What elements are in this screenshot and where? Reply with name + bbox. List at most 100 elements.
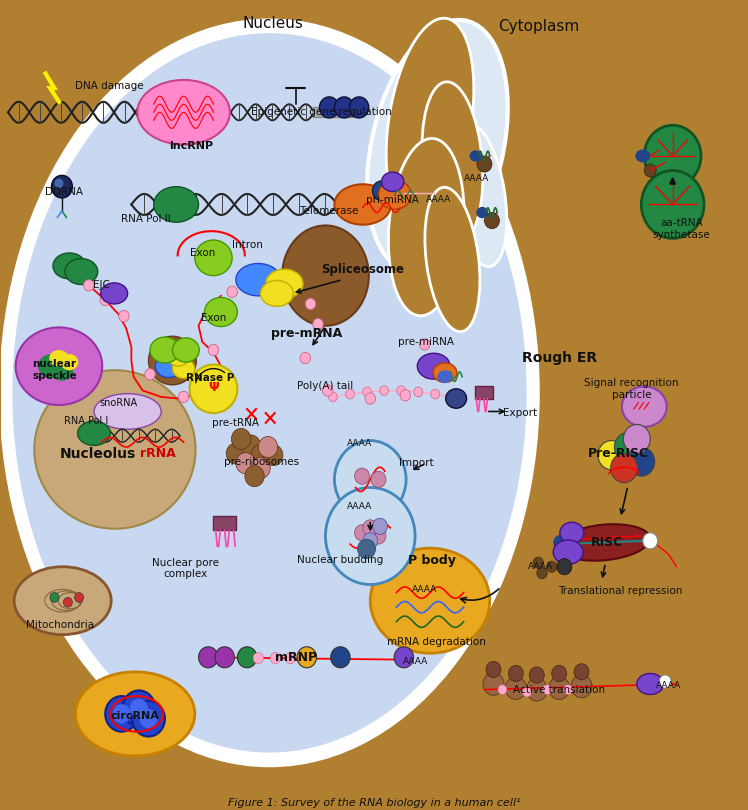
Ellipse shape bbox=[65, 258, 98, 284]
Circle shape bbox=[448, 392, 457, 402]
Ellipse shape bbox=[282, 225, 369, 326]
Text: AAAA: AAAA bbox=[346, 501, 372, 510]
Circle shape bbox=[355, 468, 370, 484]
Ellipse shape bbox=[173, 359, 194, 378]
Ellipse shape bbox=[554, 535, 571, 551]
Text: AAAA: AAAA bbox=[465, 174, 490, 183]
Ellipse shape bbox=[138, 80, 230, 145]
Text: Exon: Exon bbox=[201, 313, 226, 322]
Circle shape bbox=[414, 387, 423, 397]
Circle shape bbox=[297, 646, 316, 667]
Circle shape bbox=[363, 387, 372, 397]
Ellipse shape bbox=[266, 269, 303, 298]
Text: RISC: RISC bbox=[591, 536, 623, 549]
Ellipse shape bbox=[334, 184, 391, 224]
Circle shape bbox=[325, 488, 415, 585]
Circle shape bbox=[237, 646, 257, 667]
Ellipse shape bbox=[476, 207, 488, 218]
Circle shape bbox=[231, 428, 251, 450]
Ellipse shape bbox=[169, 350, 188, 366]
Circle shape bbox=[331, 646, 350, 667]
Text: pre-miRNA: pre-miRNA bbox=[398, 337, 454, 347]
Circle shape bbox=[263, 445, 283, 466]
Ellipse shape bbox=[78, 421, 111, 446]
Text: Cytoplasm: Cytoplasm bbox=[497, 19, 579, 34]
Circle shape bbox=[64, 598, 73, 608]
Circle shape bbox=[55, 178, 64, 188]
Text: Epigenetic gene regulation: Epigenetic gene regulation bbox=[251, 107, 392, 117]
Ellipse shape bbox=[558, 524, 650, 561]
Text: Ψ: Ψ bbox=[208, 381, 219, 394]
Circle shape bbox=[533, 557, 544, 569]
Circle shape bbox=[319, 97, 339, 118]
Ellipse shape bbox=[76, 671, 194, 756]
Circle shape bbox=[530, 667, 545, 683]
Text: Translational repression: Translational repression bbox=[558, 586, 683, 596]
Text: Active translation: Active translation bbox=[513, 684, 605, 695]
Text: Nuclear pore
complex: Nuclear pore complex bbox=[153, 557, 219, 579]
Polygon shape bbox=[46, 74, 59, 102]
Circle shape bbox=[113, 704, 131, 723]
Circle shape bbox=[506, 676, 527, 699]
Ellipse shape bbox=[94, 394, 162, 429]
Ellipse shape bbox=[38, 354, 65, 378]
Ellipse shape bbox=[156, 355, 182, 377]
Circle shape bbox=[420, 339, 430, 350]
Text: mRNA degradation: mRNA degradation bbox=[387, 637, 485, 647]
Circle shape bbox=[598, 441, 625, 470]
Circle shape bbox=[322, 385, 333, 396]
Text: pre-ribosomes: pre-ribosomes bbox=[224, 457, 299, 467]
Circle shape bbox=[547, 561, 557, 573]
Circle shape bbox=[355, 525, 370, 541]
Circle shape bbox=[236, 453, 255, 474]
Ellipse shape bbox=[388, 139, 464, 316]
Circle shape bbox=[215, 646, 234, 667]
Text: Exon: Exon bbox=[190, 248, 215, 258]
Ellipse shape bbox=[637, 673, 663, 694]
Circle shape bbox=[334, 441, 406, 518]
Text: RNA Pol II: RNA Pol II bbox=[121, 214, 171, 224]
Circle shape bbox=[145, 369, 156, 380]
Circle shape bbox=[363, 533, 378, 549]
Ellipse shape bbox=[635, 150, 650, 163]
Circle shape bbox=[644, 164, 656, 177]
Ellipse shape bbox=[194, 240, 232, 275]
Text: pre-mRNA: pre-mRNA bbox=[272, 327, 343, 340]
Circle shape bbox=[527, 678, 548, 701]
Ellipse shape bbox=[644, 126, 701, 186]
Ellipse shape bbox=[16, 327, 102, 405]
Ellipse shape bbox=[14, 567, 111, 635]
Circle shape bbox=[245, 466, 264, 487]
Circle shape bbox=[431, 390, 440, 399]
Ellipse shape bbox=[373, 181, 390, 200]
Ellipse shape bbox=[417, 353, 450, 379]
Circle shape bbox=[258, 437, 278, 458]
Circle shape bbox=[285, 652, 295, 663]
Circle shape bbox=[623, 424, 650, 454]
Circle shape bbox=[50, 593, 59, 603]
Circle shape bbox=[423, 367, 433, 378]
Ellipse shape bbox=[433, 363, 457, 382]
Text: RNA Pol I: RNA Pol I bbox=[64, 416, 108, 426]
Circle shape bbox=[226, 443, 245, 464]
Ellipse shape bbox=[622, 386, 666, 427]
Circle shape bbox=[574, 663, 589, 680]
Text: Telomerase: Telomerase bbox=[299, 206, 359, 216]
Text: DNA damage: DNA damage bbox=[75, 81, 144, 91]
Ellipse shape bbox=[53, 253, 86, 279]
Text: Export: Export bbox=[503, 408, 536, 418]
Ellipse shape bbox=[560, 522, 583, 544]
Circle shape bbox=[571, 675, 592, 697]
Text: AAAA: AAAA bbox=[528, 562, 553, 571]
Ellipse shape bbox=[386, 18, 473, 226]
Text: Intron: Intron bbox=[232, 240, 263, 250]
Circle shape bbox=[305, 298, 316, 309]
Ellipse shape bbox=[236, 263, 280, 296]
Circle shape bbox=[349, 97, 369, 118]
Circle shape bbox=[300, 352, 310, 364]
Text: Nuclear budding: Nuclear budding bbox=[297, 555, 384, 565]
Text: pri-miRNA: pri-miRNA bbox=[367, 194, 419, 205]
Ellipse shape bbox=[51, 361, 73, 381]
Circle shape bbox=[270, 652, 280, 663]
Circle shape bbox=[614, 433, 641, 462]
